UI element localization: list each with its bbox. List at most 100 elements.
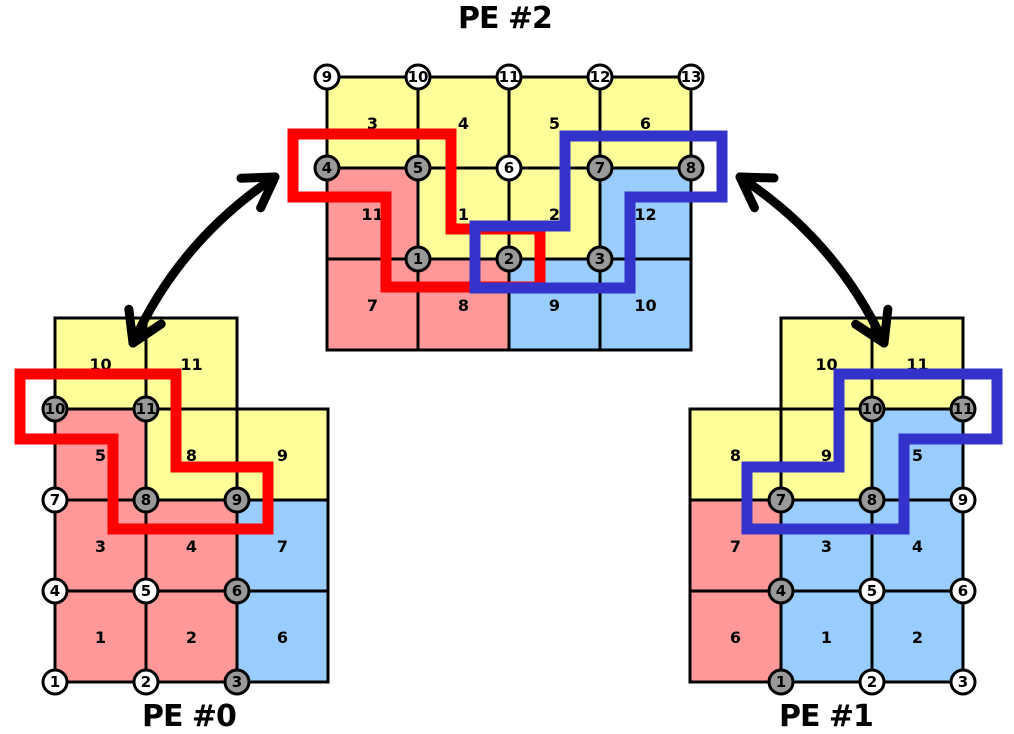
communication-arrows-layer <box>124 172 893 348</box>
pe0-node-circle <box>132 486 160 514</box>
pe1-element-label: 2 <box>912 628 923 647</box>
pe1-node-label: 8 <box>867 491 877 509</box>
pe2-node-label: 5 <box>413 159 423 177</box>
pe2-element-label: 12 <box>634 205 656 224</box>
pe0-element-label: 2 <box>186 628 197 647</box>
pe1-node-circle <box>858 486 886 514</box>
pe1-node-circle <box>767 486 795 514</box>
pe0-node-circle <box>223 486 251 514</box>
pe2-node-label: 9 <box>322 68 332 86</box>
pe0-element-label: 5 <box>95 446 106 465</box>
pe1-node-circle <box>858 395 886 423</box>
pe0-element-label: 9 <box>277 446 288 465</box>
pe1-node-circle <box>767 668 795 696</box>
pe0-title: PE #0 <box>142 699 236 734</box>
pe0-node-label: 9 <box>232 491 242 509</box>
pe0-node-circle <box>41 668 69 696</box>
pe2-node-circle <box>677 63 705 91</box>
pe-titles-layer: PE #2 PE #0 PE #1 <box>142 1 874 734</box>
pe1-node-circle <box>949 577 977 605</box>
pe1-node-label: 10 <box>862 400 883 418</box>
pe1-element-label: 3 <box>821 537 832 556</box>
pe2-element-label: 8 <box>458 296 469 315</box>
pe2-node-label: 8 <box>686 159 696 177</box>
pe1-blue-outline <box>741 368 1003 535</box>
pe2-element-label: 3 <box>367 114 378 133</box>
boundary-outlines-layer <box>14 128 1003 535</box>
pe2-node-circle <box>586 245 614 273</box>
pe1-node-circle <box>858 577 886 605</box>
pe1-element-cell <box>779 407 874 502</box>
pe0-element-cell <box>53 589 148 684</box>
pe1-node-label: 9 <box>958 491 968 509</box>
pe0-node-label: 7 <box>50 491 60 509</box>
pe0-element-cell <box>53 407 148 502</box>
pe0-node-label: 5 <box>141 582 151 600</box>
pe2-element-label: 11 <box>361 205 383 224</box>
pe2-node-label: 6 <box>504 159 514 177</box>
pe1-element-label: 7 <box>730 537 741 556</box>
pe0-node-label: 3 <box>232 673 242 691</box>
pe1-pe2-arrow-head-bottom <box>851 304 893 348</box>
pe2-element-label: 5 <box>549 114 560 133</box>
pe1-node-circle <box>949 395 977 423</box>
pe2-element-label: 4 <box>458 114 469 133</box>
pe2-element-label: 2 <box>549 205 560 224</box>
pe0-element-label: 7 <box>277 537 288 556</box>
pe0-red-outline <box>14 368 274 535</box>
pe0-node-circle <box>41 395 69 423</box>
pe2-element-cell <box>507 257 602 352</box>
pe0-node-circle <box>132 395 160 423</box>
pe2-node-circle <box>313 63 341 91</box>
pe0-element-cell <box>144 407 239 502</box>
pe2-element-cell <box>416 75 511 170</box>
pe2-element-label: 10 <box>634 296 656 315</box>
pe2-node-label: 3 <box>595 250 605 268</box>
pe1-element-label: 5 <box>912 446 923 465</box>
pe2-node-circle <box>404 245 432 273</box>
pe0-node-label: 1 <box>50 673 60 691</box>
pe2-node-circle <box>495 245 523 273</box>
pe1-element-label: 8 <box>730 446 741 465</box>
pe0-node-label: 10 <box>45 400 66 418</box>
pe0-node-label: 11 <box>136 400 157 418</box>
pe0-pe2-arrow-head-top <box>236 172 280 213</box>
pe2-element-label: 7 <box>367 296 378 315</box>
pe0-node-label: 4 <box>50 582 60 600</box>
pe0-node-label: 2 <box>141 673 151 691</box>
pe0-element-cell <box>144 589 239 684</box>
pe1-node-label: 11 <box>953 400 974 418</box>
pe2-node-label: 10 <box>408 68 429 86</box>
pe0-node-circle <box>132 668 160 696</box>
pe2-node-label: 4 <box>322 159 332 177</box>
pe0-element-label: 8 <box>186 446 197 465</box>
pe0-node-circle <box>41 577 69 605</box>
pe2-node-circle <box>677 154 705 182</box>
pe2-node-circle <box>586 154 614 182</box>
pe1-node-circle <box>767 577 795 605</box>
pe2-node-label: 13 <box>681 68 702 86</box>
pe0-element-cell <box>235 589 330 684</box>
pe2-node-label: 12 <box>590 68 611 86</box>
pe1-element-cell <box>779 498 874 593</box>
pe2-element-label: 6 <box>640 114 651 133</box>
pe1-node-label: 4 <box>776 582 786 600</box>
pe2-element-cell <box>598 257 693 352</box>
pe2-element-cell <box>325 75 420 170</box>
pe0-node-circle <box>41 486 69 514</box>
pe1-node-circle <box>858 668 886 696</box>
pe1-node-circle <box>949 486 977 514</box>
pe1-element-cell <box>870 407 965 502</box>
pe1-element-label: 10 <box>815 355 837 374</box>
pe0-pe2-arrow <box>128 172 280 348</box>
pe1-node-label: 3 <box>958 673 968 691</box>
pe0-element-label: 3 <box>95 537 106 556</box>
pe1-element-label: 4 <box>912 537 923 556</box>
pe0-node-label: 6 <box>232 582 242 600</box>
pe2-node-label: 7 <box>595 159 605 177</box>
pe1-node-label: 2 <box>867 673 877 691</box>
pe2-node-label: 11 <box>499 68 520 86</box>
pe0-element-label: 11 <box>180 355 202 374</box>
